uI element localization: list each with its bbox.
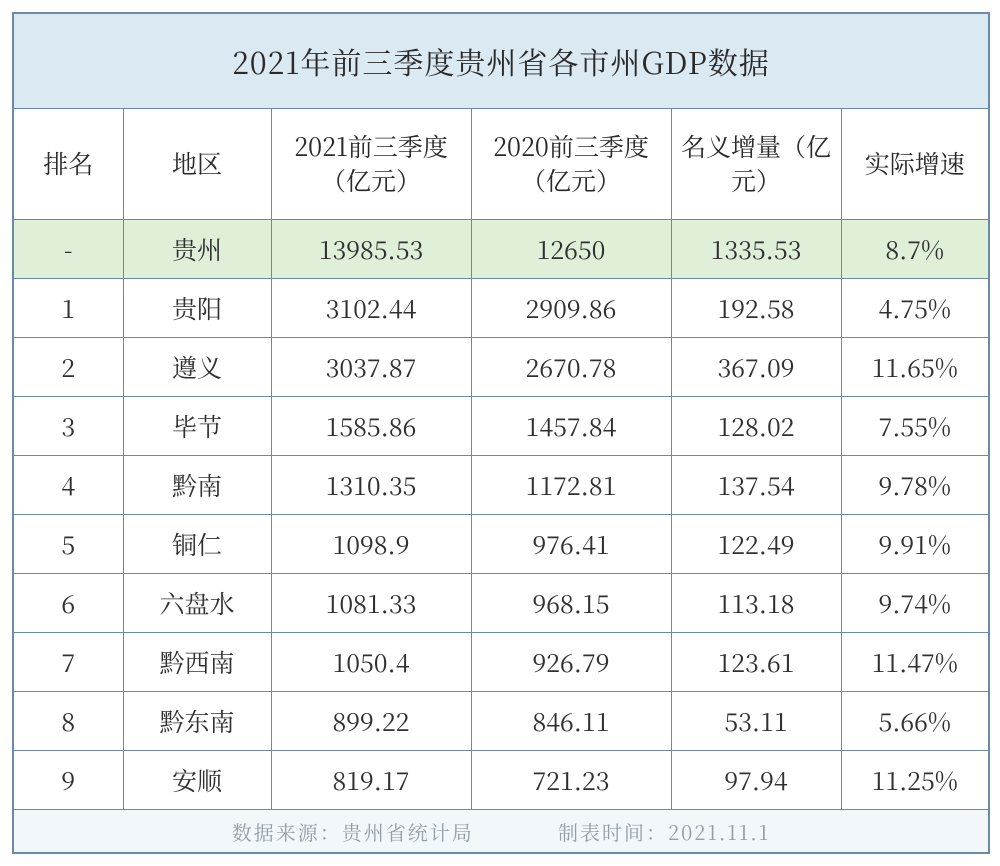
gdp-table: 2021年前三季度贵州省各市州GDP数据 排名 地区 2021前三季度（亿元） … (12, 12, 990, 854)
cell-region: 毕节 (123, 397, 271, 456)
table-header-row: 排名 地区 2021前三季度（亿元） 2020前三季度（亿元） 名义增量（亿元）… (13, 109, 989, 220)
cell-region: 铜仁 (123, 515, 271, 574)
table-row: 8 黔东南 899.22 846.11 53.11 5.66% (13, 692, 989, 751)
cell-2021: 1098.9 (271, 515, 471, 574)
table-footer: 数据来源：贵州省统计局 制表时间：2021.11.1 (13, 810, 989, 854)
cell-2021: 1050.4 (271, 633, 471, 692)
summary-2021: 13985.53 (271, 220, 471, 279)
cell-2020: 926.79 (471, 633, 671, 692)
table-row: 9 安顺 819.17 721.23 97.94 11.25% (13, 751, 989, 810)
cell-growth: 11.65% (841, 338, 989, 397)
cell-region: 黔南 (123, 456, 271, 515)
table-row: 4 黔南 1310.35 1172.81 137.54 9.78% (13, 456, 989, 515)
table-row: 2 遵义 3037.87 2670.78 367.09 11.65% (13, 338, 989, 397)
cell-delta: 97.94 (671, 751, 841, 810)
cell-region: 安顺 (123, 751, 271, 810)
cell-2020: 968.15 (471, 574, 671, 633)
cell-delta: 137.54 (671, 456, 841, 515)
col-header-growth: 实际增速 (841, 109, 989, 220)
cell-rank: 6 (13, 574, 123, 633)
table-row: 5 铜仁 1098.9 976.41 122.49 9.91% (13, 515, 989, 574)
cell-growth: 11.47% (841, 633, 989, 692)
col-header-region: 地区 (123, 109, 271, 220)
cell-growth: 4.75% (841, 279, 989, 338)
cell-2021: 3037.87 (271, 338, 471, 397)
cell-2020: 2670.78 (471, 338, 671, 397)
cell-region: 六盘水 (123, 574, 271, 633)
summary-2020: 12650 (471, 220, 671, 279)
cell-growth: 5.66% (841, 692, 989, 751)
cell-growth: 11.25% (841, 751, 989, 810)
cell-delta: 123.61 (671, 633, 841, 692)
cell-2021: 899.22 (271, 692, 471, 751)
cell-2020: 976.41 (471, 515, 671, 574)
cell-delta: 192.58 (671, 279, 841, 338)
cell-rank: 3 (13, 397, 123, 456)
table-row: 3 毕节 1585.86 1457.84 128.02 7.55% (13, 397, 989, 456)
summary-rank: - (13, 220, 123, 279)
cell-2020: 721.23 (471, 751, 671, 810)
cell-2021: 1585.86 (271, 397, 471, 456)
cell-delta: 128.02 (671, 397, 841, 456)
col-header-delta: 名义增量（亿元） (671, 109, 841, 220)
table-row: 1 贵阳 3102.44 2909.86 192.58 4.75% (13, 279, 989, 338)
footer-source: 数据来源：贵州省统计局 (232, 817, 474, 846)
summary-growth: 8.7% (841, 220, 989, 279)
cell-rank: 7 (13, 633, 123, 692)
cell-rank: 9 (13, 751, 123, 810)
col-header-rank: 排名 (13, 109, 123, 220)
cell-2020: 1457.84 (471, 397, 671, 456)
cell-2020: 1172.81 (471, 456, 671, 515)
table-title: 2021年前三季度贵州省各市州GDP数据 (13, 13, 989, 109)
cell-2020: 846.11 (471, 692, 671, 751)
cell-delta: 122.49 (671, 515, 841, 574)
table-row: 6 六盘水 1081.33 968.15 113.18 9.74% (13, 574, 989, 633)
cell-region: 贵阳 (123, 279, 271, 338)
col-header-2020: 2020前三季度（亿元） (471, 109, 671, 220)
summary-region: 贵州 (123, 220, 271, 279)
cell-growth: 9.78% (841, 456, 989, 515)
col-header-2021: 2021前三季度（亿元） (271, 109, 471, 220)
cell-region: 遵义 (123, 338, 271, 397)
cell-region: 黔西南 (123, 633, 271, 692)
cell-delta: 53.11 (671, 692, 841, 751)
cell-delta: 113.18 (671, 574, 841, 633)
cell-growth: 9.74% (841, 574, 989, 633)
cell-growth: 7.55% (841, 397, 989, 456)
summary-delta: 1335.53 (671, 220, 841, 279)
cell-rank: 5 (13, 515, 123, 574)
cell-2021: 819.17 (271, 751, 471, 810)
table-row: 7 黔西南 1050.4 926.79 123.61 11.47% (13, 633, 989, 692)
cell-rank: 4 (13, 456, 123, 515)
cell-region: 黔东南 (123, 692, 271, 751)
cell-2021: 1310.35 (271, 456, 471, 515)
footer-date: 制表时间：2021.11.1 (558, 817, 770, 846)
cell-rank: 8 (13, 692, 123, 751)
cell-2020: 2909.86 (471, 279, 671, 338)
cell-rank: 1 (13, 279, 123, 338)
cell-delta: 367.09 (671, 338, 841, 397)
cell-2021: 1081.33 (271, 574, 471, 633)
table-title-row: 2021年前三季度贵州省各市州GDP数据 (13, 13, 989, 109)
cell-rank: 2 (13, 338, 123, 397)
cell-growth: 9.91% (841, 515, 989, 574)
table-summary-row: - 贵州 13985.53 12650 1335.53 8.7% (13, 220, 989, 279)
cell-2021: 3102.44 (271, 279, 471, 338)
table-footer-row: 数据来源：贵州省统计局 制表时间：2021.11.1 (13, 810, 989, 854)
